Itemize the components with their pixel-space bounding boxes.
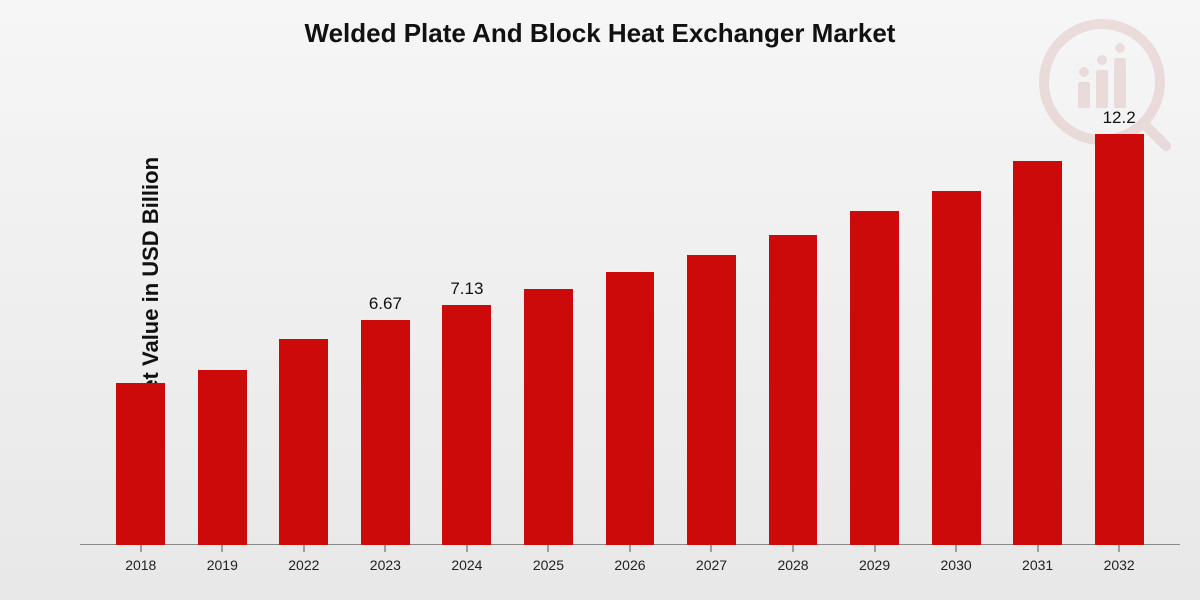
- x-tick-label: 2030: [941, 557, 972, 573]
- bar: [279, 339, 328, 545]
- bar-slot: [834, 90, 916, 545]
- x-tick-mark: [874, 545, 875, 552]
- bar-slot: [997, 90, 1079, 545]
- bar-slot: 7.13: [426, 90, 508, 545]
- x-tick-mark: [1037, 545, 1038, 552]
- x-tick: 2018: [100, 545, 182, 575]
- x-tick: 2027: [671, 545, 753, 575]
- bar: [524, 289, 573, 545]
- bar: [1095, 134, 1144, 545]
- x-tick: 2029: [834, 545, 916, 575]
- bar-slot: [508, 90, 590, 545]
- x-tick: 2026: [589, 545, 671, 575]
- x-tick: 2028: [752, 545, 834, 575]
- bar: [850, 211, 899, 545]
- bar: [198, 370, 247, 545]
- bars-group: 6.67 7.13 12.2: [100, 90, 1160, 545]
- bar: [1013, 161, 1062, 545]
- chart-container: Welded Plate And Block Heat Exchanger Ma…: [0, 0, 1200, 600]
- chart-title: Welded Plate And Block Heat Exchanger Ma…: [0, 18, 1200, 49]
- bar-slot: [671, 90, 753, 545]
- bar-slot: [915, 90, 997, 545]
- x-tick: 2030: [915, 545, 997, 575]
- x-tick: 2019: [182, 545, 264, 575]
- bar: [116, 383, 165, 545]
- bar: [769, 235, 818, 545]
- x-tick-label: 2032: [1104, 557, 1135, 573]
- x-tick-mark: [303, 545, 304, 552]
- bar: [442, 305, 491, 545]
- x-tick-mark: [385, 545, 386, 552]
- x-tick-mark: [222, 545, 223, 552]
- x-tick: 2022: [263, 545, 345, 575]
- x-tick-mark: [956, 545, 957, 552]
- x-tick-label: 2026: [614, 557, 645, 573]
- x-tick-label: 2029: [859, 557, 890, 573]
- x-tick-mark: [548, 545, 549, 552]
- x-tick: 2031: [997, 545, 1079, 575]
- bar-value-label: 6.67: [369, 294, 402, 314]
- x-tick-mark: [466, 545, 467, 552]
- bar: [361, 320, 410, 545]
- x-tick-label: 2031: [1022, 557, 1053, 573]
- x-tick-label: 2028: [777, 557, 808, 573]
- x-tick-mark: [711, 545, 712, 552]
- x-tick-label: 2027: [696, 557, 727, 573]
- x-tick: 2032: [1078, 545, 1160, 575]
- bar-slot: 12.2: [1078, 90, 1160, 545]
- bar-slot: 6.67: [345, 90, 427, 545]
- bar-slot: [752, 90, 834, 545]
- bar: [606, 272, 655, 545]
- bar-value-label: 12.2: [1103, 108, 1136, 128]
- bar: [687, 255, 736, 545]
- x-tick: 2024: [426, 545, 508, 575]
- x-axis: 2018 2019 2022 2023 2024 2025 2026 2027 2028 2029…: [100, 545, 1160, 600]
- bar: [932, 191, 981, 545]
- x-tick-label: 2019: [207, 557, 238, 573]
- x-tick-label: 2022: [288, 557, 319, 573]
- plot-area: 6.67 7.13 12.2: [100, 90, 1160, 545]
- x-tick-mark: [629, 545, 630, 552]
- x-tick-mark: [1119, 545, 1120, 552]
- x-tick-label: 2023: [370, 557, 401, 573]
- bar-slot: [100, 90, 182, 545]
- bar-slot: [182, 90, 264, 545]
- bar-slot: [263, 90, 345, 545]
- x-tick: 2025: [508, 545, 590, 575]
- bar-value-label: 7.13: [450, 279, 483, 299]
- bar-slot: [589, 90, 671, 545]
- x-tick: 2023: [345, 545, 427, 575]
- x-tick-label: 2024: [451, 557, 482, 573]
- x-tick-label: 2025: [533, 557, 564, 573]
- x-tick-mark: [140, 545, 141, 552]
- x-tick-label: 2018: [125, 557, 156, 573]
- x-tick-mark: [793, 545, 794, 552]
